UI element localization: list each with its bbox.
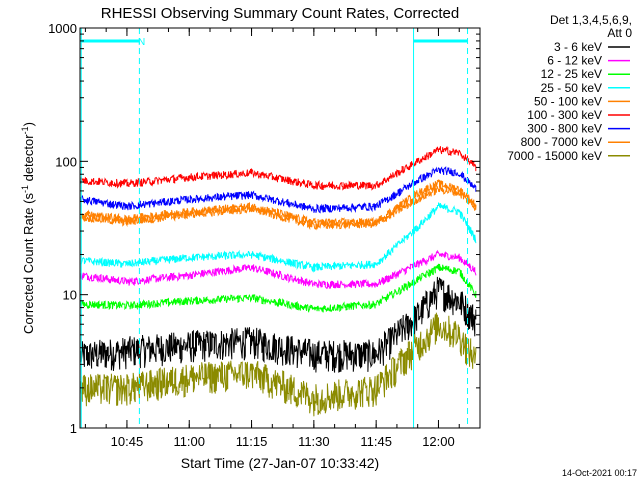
series-line-9 [80,312,477,417]
y-tick-label: 10 [63,288,77,303]
x-tick-label: 11:45 [360,434,392,449]
series-line-4 [80,202,477,273]
time-marker-group [80,28,469,428]
series-line-6 [80,145,477,191]
series-line-1 [80,276,477,373]
legend-label-3: 12 - 25 keV [541,67,602,81]
legend-label-6: 100 - 300 keV [527,108,602,122]
x-axis-label: Start Time (27-Jan-07 10:33:42) [181,455,379,471]
legend-label-9: 7000 - 15000 keV [507,149,602,163]
legend-label-4: 25 - 50 keV [541,81,602,95]
y-axis-label-sup1: -1 [20,185,30,193]
series-group [80,145,477,417]
y-axis-label-mid: detector [21,134,36,185]
night-marker: N [138,37,145,48]
plot-frame [79,27,481,429]
series-line-2 [80,249,477,290]
y-tick-label: 100 [55,154,77,169]
y-axis-label: Corrected Count Rate (s-1 detector-1) [20,122,36,334]
legend-label-5: 50 - 100 keV [534,94,602,108]
legend-label-7: 300 - 800 keV [527,122,602,136]
x-tick-label: 10:45 [111,434,144,449]
timestamp: 14-Oct-2021 00:17 [562,468,637,478]
legend-label-1: 3 - 6 keV [554,40,602,54]
series-line-5 [80,185,477,231]
legend-label-8: 800 - 7000 keV [521,135,602,149]
y-tick-label: 1000 [48,21,77,36]
series-line-8 [80,179,477,227]
y-axis: 1 10 100 1000 [48,21,480,436]
x-axis: 10:45 11:00 11:15 11:30 11:45 12:00 [84,28,481,449]
series-line-3 [80,263,477,313]
x-tick-label: 11:15 [236,434,268,449]
chart-title: RHESSI Observing Summary Count Rates, Co… [101,5,459,22]
y-axis-label-end: ) [21,122,36,126]
legend-label-2: 6 - 12 keV [547,54,602,68]
x-tick-label: 12:00 [422,434,455,449]
legend-header-2: Att 0 [607,26,632,40]
y-axis-label-main: Corrected Count Rate (s [21,193,36,334]
y-tick-label: 1 [70,421,77,436]
series-line-7 [80,166,477,214]
y-axis-label-sup2: -1 [20,126,30,134]
x-tick-label: 11:00 [173,434,205,449]
x-tick-label: 11:30 [298,434,330,449]
legend-header-1: Det 1,3,4,5,6,9, [550,13,632,27]
